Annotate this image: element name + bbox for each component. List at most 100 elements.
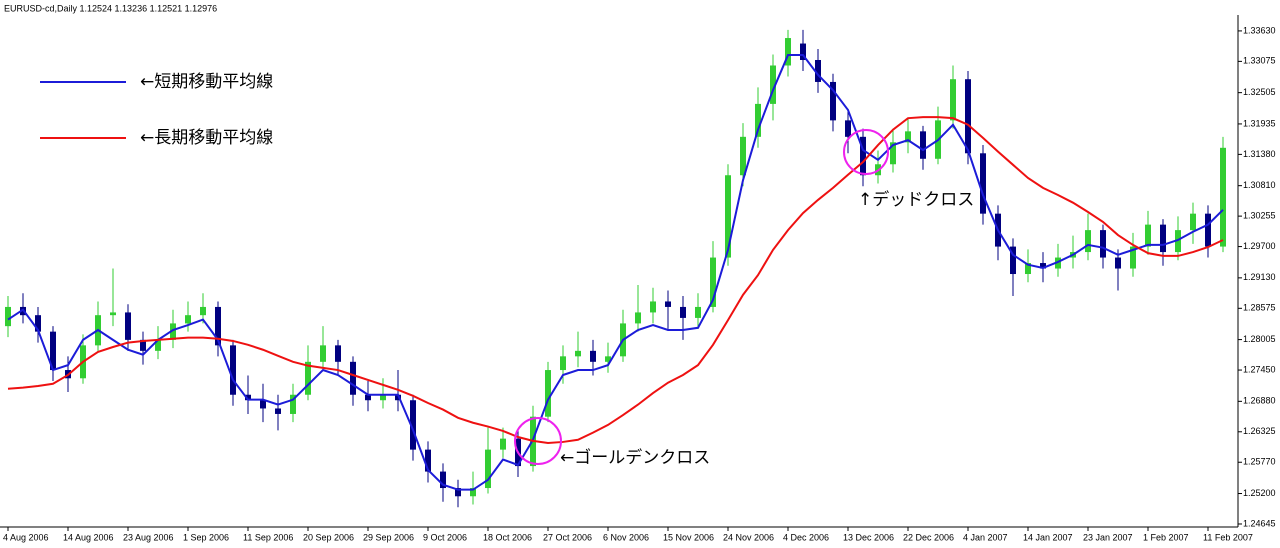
x-tick-label: 29 Sep 2006 [363,532,414,542]
x-tick-label: 14 Jan 2007 [1023,532,1073,542]
candle-body [1085,230,1091,253]
candle-body [290,394,296,414]
candle-body [800,43,806,60]
candle-body [395,394,401,401]
candle-body [50,331,56,371]
dead-cross-marker [843,129,889,175]
candle-body [680,306,686,318]
candle-body [725,175,731,258]
x-tick-label: 11 Sep 2006 [243,532,293,542]
x-tick-label: 6 Nov 2006 [603,532,649,542]
candle-body [1055,257,1061,269]
y-tick-label: 1.33075 [1243,56,1276,66]
candle-body [485,449,491,489]
y-tick-label: 1.26325 [1243,426,1276,436]
candle-body [1190,213,1196,231]
y-tick-label: 1.28005 [1243,334,1276,344]
x-tick-label: 4 Dec 2006 [783,532,829,542]
candle-body [1025,263,1031,275]
candle-body [1160,224,1166,253]
candle-body [200,306,206,316]
x-tick-label: 4 Aug 2006 [3,532,49,542]
x-tick-label: 20 Sep 2006 [303,532,354,542]
x-tick-label: 24 Nov 2006 [723,532,774,542]
candle-body [815,59,821,82]
annotation: ←ゴールデンクロス [560,447,710,468]
candle-body [845,120,851,137]
moving-average-line [7,54,1224,491]
candle-body [965,79,971,154]
annotation: ↑デッドクロス [858,189,974,210]
candle-body [455,488,461,497]
candle-body [605,356,611,362]
candle-body [260,400,266,409]
y-tick-label: 1.25770 [1243,457,1276,467]
candle-body [410,400,416,450]
candle-body [740,136,746,176]
candle-body [425,449,431,472]
candle-body [320,345,326,362]
candle-body [230,345,236,395]
y-tick-label: 1.25200 [1243,488,1276,498]
candle-body [1040,263,1046,269]
candle-body [695,306,701,318]
candle-body [110,312,116,316]
candle-body [1115,257,1121,269]
candle-body [980,153,986,214]
y-tick-label: 1.31935 [1243,118,1276,128]
candle-body [275,408,281,414]
x-tick-label: 23 Aug 2006 [123,532,174,542]
candle-body [365,394,371,401]
x-tick-label: 1 Feb 2007 [1143,532,1189,542]
y-tick-label: 1.26880 [1243,396,1276,406]
candle-body [35,315,41,332]
candle-body [1130,246,1136,269]
x-tick-label: 27 Oct 2006 [543,532,592,542]
legend-label: ←短期移動平均線 [140,72,273,92]
candle-body [245,394,251,401]
candle-body [440,471,446,489]
y-tick-label: 1.31380 [1243,149,1276,159]
candle-body [1205,213,1211,247]
x-tick-label: 1 Sep 2006 [183,532,229,542]
x-tick-label: 23 Jan 2007 [1083,532,1133,542]
y-tick-label: 1.24645 [1243,518,1276,528]
candle-body [1145,224,1151,247]
golden-cross-marker [514,417,562,465]
candle-body [350,361,356,395]
candle-body [830,81,836,121]
x-tick-label: 15 Nov 2006 [663,532,714,542]
candle-body [380,394,386,401]
candle-body [185,315,191,324]
candle-body [215,306,221,346]
candle-body [335,345,341,362]
candle-body [170,323,176,340]
candle-body [545,370,551,417]
y-tick-label: 1.30810 [1243,180,1276,190]
candle-body [950,79,956,121]
candle-body [500,438,506,450]
candle-body [890,142,896,165]
y-tick-label: 1.28575 [1243,303,1276,313]
y-tick-label: 1.29700 [1243,241,1276,251]
candle-body [575,350,581,357]
candle-body [635,312,641,324]
candle-body [860,136,866,176]
x-tick-label: 11 Feb 2007 [1203,532,1253,542]
y-tick-label: 1.33630 [1243,25,1276,35]
x-tick-label: 14 Aug 2006 [63,532,114,542]
legend-label: ←長期移動平均線 [140,128,273,148]
candle-body [770,65,776,104]
candle-body [590,350,596,362]
y-tick-label: 1.29130 [1243,272,1276,282]
x-tick-label: 4 Jan 2007 [963,532,1008,542]
candle-body [905,131,911,143]
moving-average-line [7,116,1224,445]
x-tick-label: 13 Dec 2006 [843,532,894,542]
candle-body [920,131,926,159]
candle-body [650,301,656,313]
candle-body [755,103,761,137]
candle-body [1175,230,1181,253]
